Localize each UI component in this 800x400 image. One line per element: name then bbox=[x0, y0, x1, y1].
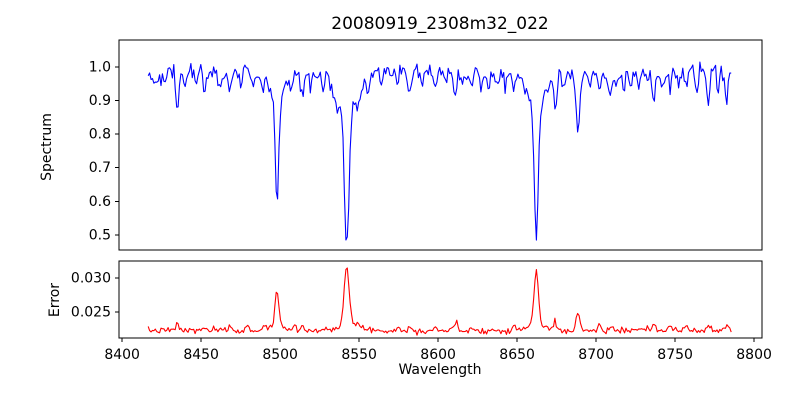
y-tick-label: 0.030 bbox=[71, 271, 111, 287]
y-tick-label: 0.025 bbox=[71, 305, 111, 321]
plot-layer: 1.0 0.9 0.8 0.7 0.6 0.5 0.030 0.025 8400 8450 8500… bbox=[71, 39, 772, 363]
error-curve bbox=[147, 267, 732, 336]
y-tick-label: 0.7 bbox=[89, 160, 111, 176]
x-tick-label: 8650 bbox=[499, 347, 535, 363]
y-tick-label: 0.6 bbox=[89, 194, 111, 210]
chart-title: 20080919_2308m32_022 bbox=[331, 14, 548, 34]
error-axis-label: Error bbox=[47, 283, 63, 317]
spectrum-panel-frame bbox=[118, 39, 763, 251]
spectrum-curve bbox=[147, 61, 732, 241]
x-tick-label: 8550 bbox=[341, 347, 377, 363]
x-tick-label: 8700 bbox=[578, 347, 614, 363]
x-tick-label: 8500 bbox=[262, 347, 298, 363]
y-tick-label: 0.9 bbox=[89, 93, 111, 109]
y-tick-label: 1.0 bbox=[89, 59, 111, 75]
y-tick-label: 0.5 bbox=[89, 227, 111, 243]
y-tick-label: 0.8 bbox=[89, 127, 111, 143]
spectrum-axis-label: Spectrum bbox=[39, 113, 55, 181]
x-tick-label: 8450 bbox=[183, 347, 219, 363]
x-tick-label: 8800 bbox=[736, 347, 772, 363]
x-tick-label: 8750 bbox=[657, 347, 693, 363]
x-tick-label: 8400 bbox=[104, 347, 140, 363]
x-tick-label: 8600 bbox=[420, 347, 456, 363]
error-panel-frame bbox=[118, 260, 763, 339]
wavelength-axis-label: Wavelength bbox=[398, 362, 481, 378]
